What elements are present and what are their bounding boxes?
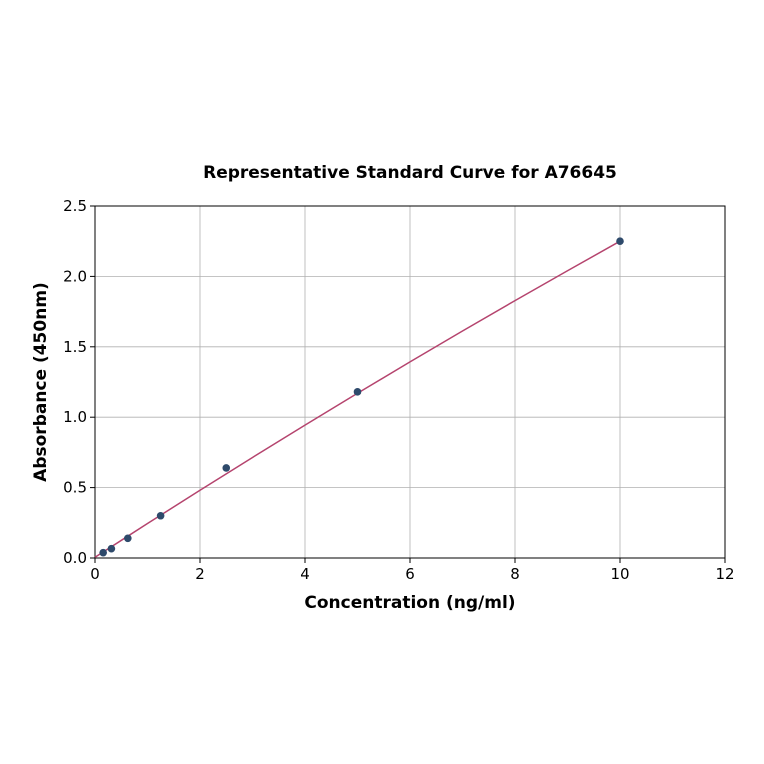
x-tick-label: 8 [510, 565, 520, 583]
x-tick-label: 0 [90, 565, 100, 583]
x-axis: 0 2 4 6 8 10 12 [90, 558, 735, 583]
y-tick-label: 0.5 [63, 479, 87, 497]
y-tick-label: 2.0 [63, 267, 87, 285]
data-point [107, 544, 116, 553]
fit-line [94, 240, 621, 558]
chart-title: Representative Standard Curve for A76645 [203, 163, 617, 183]
data-point [156, 511, 165, 520]
data-point [353, 388, 362, 396]
data-points [99, 237, 624, 557]
x-tick-label: 10 [610, 565, 629, 583]
y-tick-label: 0.0 [63, 549, 87, 567]
data-point [99, 548, 107, 557]
data-point [222, 464, 231, 472]
y-axis-label: Absorbance (450nm) [31, 282, 51, 482]
y-axis: 0.0 0.5 1.0 1.5 2.0 2.5 [63, 197, 95, 567]
x-tick-label: 12 [715, 565, 734, 583]
x-tick-label: 2 [195, 565, 205, 583]
y-tick-label: 1.5 [63, 338, 87, 356]
y-tick-label: 2.5 [63, 197, 87, 215]
x-tick-label: 4 [300, 565, 310, 583]
y-tick-label: 1.0 [63, 408, 87, 426]
data-point [616, 237, 624, 245]
grid [94, 205, 726, 559]
data-point [124, 534, 132, 543]
x-axis-label: Concentration (ng/ml) [304, 593, 515, 613]
x-tick-label: 6 [405, 565, 415, 583]
